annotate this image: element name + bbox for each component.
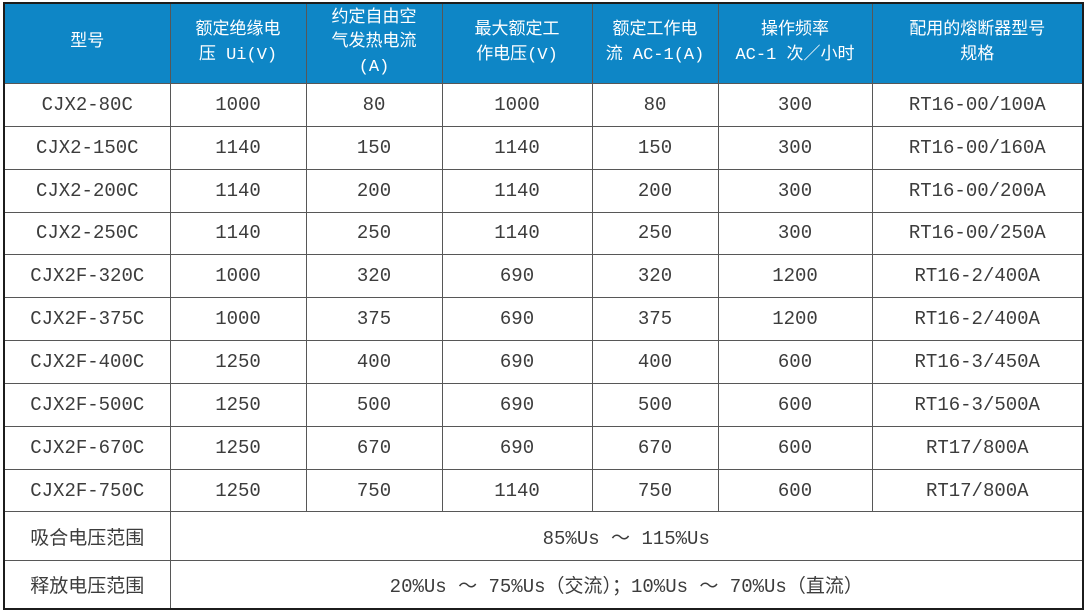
cell-value: 1000 <box>169 254 307 299</box>
cell-value: 1140 <box>169 168 307 213</box>
cell-fuse-spec: RT16-3/500A <box>871 382 1084 427</box>
cell-value: 500 <box>305 382 443 427</box>
cell-fuse-spec: RT16-00/200A <box>871 168 1084 213</box>
cell-model: CJX2F-500C <box>3 382 171 427</box>
cell-value: 500 <box>591 382 719 427</box>
table-row: CJX2F-400C 1250 400 690 400 600 RT16-3/4… <box>3 340 1084 384</box>
cell-fuse-spec: RT16-00/160A <box>871 125 1084 170</box>
cell-fuse-spec: RT16-00/100A <box>871 83 1084 127</box>
table-row: CJX2F-750C 1250 750 1140 750 600 RT17/80… <box>3 468 1084 513</box>
table-row: CJX2F-670C 1250 670 690 670 600 RT17/800… <box>3 425 1084 470</box>
cell-value: 1250 <box>169 425 307 470</box>
cell-value: 1250 <box>169 340 307 384</box>
cell-model: CJX2F-670C <box>3 425 171 470</box>
cell-value: 300 <box>717 83 873 127</box>
cell-value: 1250 <box>169 468 307 513</box>
cell-fuse-spec: RT16-2/400A <box>871 254 1084 299</box>
cell-value: 750 <box>305 468 443 513</box>
column-header-rated-working-current-ac1: 额定工作电 流 AC-1(A) <box>591 2 719 84</box>
column-header-rated-insulation-voltage: 额定绝缘电 压 Ui(V) <box>169 2 307 84</box>
cell-fuse-spec: RT17/800A <box>871 425 1084 470</box>
cell-value: 600 <box>717 468 873 513</box>
cell-fuse-spec: RT16-00/250A <box>871 211 1084 256</box>
column-header-max-rated-working-voltage: 最大额定工 作电压(V) <box>441 2 593 84</box>
cell-value: 200 <box>305 168 443 213</box>
footer-label: 吸合电压范围 <box>3 511 171 561</box>
cell-model: CJX2-200C <box>3 168 171 213</box>
cell-model: CJX2-150C <box>3 125 171 170</box>
cell-fuse-spec: RT16-3/450A <box>871 340 1084 384</box>
cell-value: 375 <box>305 297 443 342</box>
table-row: CJX2-200C 1140 200 1140 200 300 RT16-00/… <box>3 168 1084 213</box>
cell-value: 690 <box>441 340 593 384</box>
footer-label: 释放电压范围 <box>3 559 171 610</box>
cell-value: 1140 <box>169 125 307 170</box>
cell-value: 600 <box>717 340 873 384</box>
cell-value: 1250 <box>169 382 307 427</box>
cell-value: 600 <box>717 382 873 427</box>
cell-value: 400 <box>591 340 719 384</box>
cell-fuse-spec: RT17/800A <box>871 468 1084 513</box>
cell-model: CJX2F-750C <box>3 468 171 513</box>
column-header-model: 型号 <box>3 2 171 84</box>
cell-value: 1140 <box>441 211 593 256</box>
column-header-conventional-free-air-thermal-current: 约定自由空 气发热电流 (A) <box>305 2 443 84</box>
cell-value: 300 <box>717 211 873 256</box>
pickup-voltage-range-value: 85%Us ～ 115%Us <box>169 511 1084 561</box>
cell-value: 670 <box>305 425 443 470</box>
cell-value: 80 <box>591 83 719 127</box>
cell-value: 1140 <box>441 468 593 513</box>
table-row: CJX2-80C 1000 80 1000 80 300 RT16-00/100… <box>3 83 1084 127</box>
cell-value: 690 <box>441 254 593 299</box>
cell-value: 750 <box>591 468 719 513</box>
cell-value: 600 <box>717 425 873 470</box>
cell-value: 670 <box>591 425 719 470</box>
cell-value: 250 <box>591 211 719 256</box>
cell-value: 150 <box>305 125 443 170</box>
cell-model: CJX2-250C <box>3 211 171 256</box>
cell-value: 1000 <box>169 83 307 127</box>
cell-value: 1200 <box>717 254 873 299</box>
cell-value: 320 <box>305 254 443 299</box>
cell-value: 1140 <box>169 211 307 256</box>
cell-model: CJX2-80C <box>3 83 171 127</box>
cell-value: 300 <box>717 168 873 213</box>
cell-value: 690 <box>441 382 593 427</box>
table-row: CJX2-150C 1140 150 1140 150 300 RT16-00/… <box>3 125 1084 170</box>
header-row: 型号 额定绝缘电 压 Ui(V) 约定自由空 气发热电流 (A) 最大额定工 作… <box>3 2 1084 84</box>
cell-value: 320 <box>591 254 719 299</box>
cell-model: CJX2F-375C <box>3 297 171 342</box>
release-voltage-range-value: 20%Us ～ 75%Us（交流）；10%Us ～ 70%Us（直流） <box>169 559 1084 610</box>
cell-value: 375 <box>591 297 719 342</box>
table-row: CJX2-250C 1140 250 1140 250 300 RT16-00/… <box>3 211 1084 256</box>
table-row: CJX2F-500C 1250 500 690 500 600 RT16-3/5… <box>3 382 1084 427</box>
cell-value: 1000 <box>441 83 593 127</box>
cell-value: 250 <box>305 211 443 256</box>
cell-value: 150 <box>591 125 719 170</box>
column-header-operating-frequency: 操作频率 AC-1 次／小时 <box>717 2 873 84</box>
cell-value: 690 <box>441 297 593 342</box>
cell-value: 400 <box>305 340 443 384</box>
cell-value: 80 <box>305 83 443 127</box>
cell-model: CJX2F-320C <box>3 254 171 299</box>
cell-model: CJX2F-400C <box>3 340 171 384</box>
cell-value: 690 <box>441 425 593 470</box>
cell-value: 300 <box>717 125 873 170</box>
cell-fuse-spec: RT16-2/400A <box>871 297 1084 342</box>
table-row: CJX2F-375C 1000 375 690 375 1200 RT16-2/… <box>3 297 1084 342</box>
contactor-spec-table: 型号 额定绝缘电 压 Ui(V) 约定自由空 气发热电流 (A) 最大额定工 作… <box>3 2 1084 610</box>
pickup-voltage-range-row: 吸合电压范围 85%Us ～ 115%Us <box>3 511 1084 561</box>
cell-value: 1140 <box>441 125 593 170</box>
cell-value: 1140 <box>441 168 593 213</box>
column-header-fuse-type-spec: 配用的熔断器型号 规格 <box>871 2 1084 84</box>
cell-value: 1200 <box>717 297 873 342</box>
cell-value: 200 <box>591 168 719 213</box>
table-row: CJX2F-320C 1000 320 690 320 1200 RT16-2/… <box>3 254 1084 299</box>
release-voltage-range-row: 释放电压范围 20%Us ～ 75%Us（交流）；10%Us ～ 70%Us（直… <box>3 559 1084 610</box>
cell-value: 1000 <box>169 297 307 342</box>
